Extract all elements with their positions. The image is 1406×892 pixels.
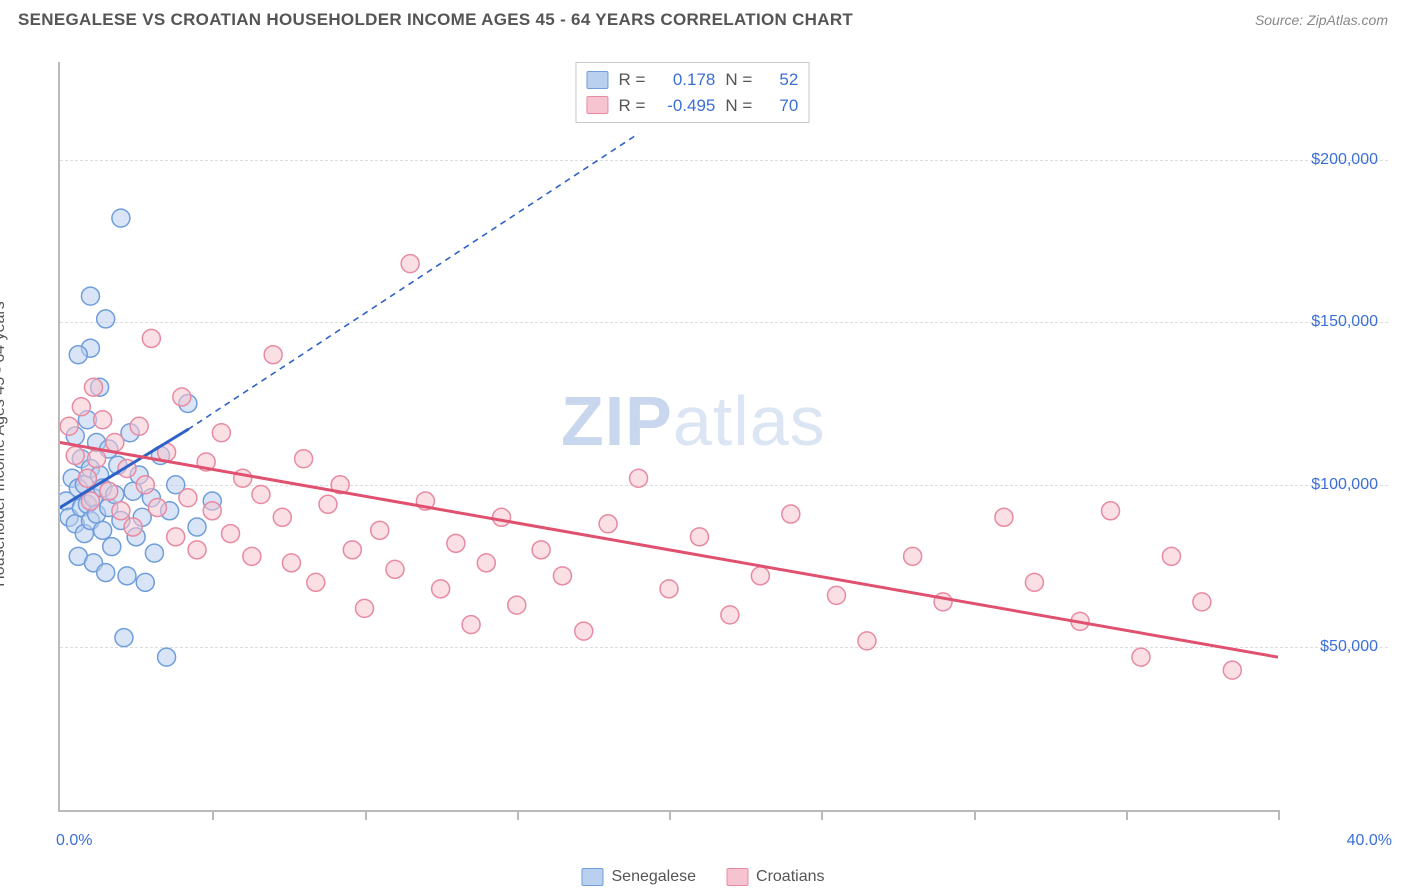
stats-legend: R = 0.178 N = 52 R = -0.495 N = 70	[575, 62, 809, 123]
source-name: ZipAtlas.com	[1307, 12, 1388, 28]
n-label: N =	[725, 93, 752, 119]
stats-row: R = 0.178 N = 52	[586, 67, 798, 93]
x-tick	[517, 810, 519, 820]
legend-swatch	[582, 868, 604, 886]
plot-region: ZIPatlas R =0.178N =52R =-0.495N =70 0.0…	[58, 62, 1278, 812]
x-axis-min-label: 0.0%	[56, 832, 92, 850]
r-value: 0.178	[655, 67, 715, 93]
legend-swatch	[586, 71, 608, 89]
n-value: 70	[762, 93, 798, 119]
legend-item: Senegalese	[582, 868, 697, 886]
legend-swatch	[586, 96, 608, 114]
n-value: 52	[762, 67, 798, 93]
x-tick	[1126, 810, 1128, 820]
source-prefix: Source:	[1255, 12, 1307, 28]
x-tick	[212, 810, 214, 820]
chart-header: SENEGALESE VS CROATIAN HOUSEHOLDER INCOM…	[0, 0, 1406, 36]
x-tick	[669, 810, 671, 820]
series-legend: Senegalese Croatians	[582, 868, 825, 886]
y-tick-label: $100,000	[1288, 476, 1378, 494]
x-tick	[974, 810, 976, 820]
x-tick	[1278, 810, 1280, 820]
chart-title: SENEGALESE VS CROATIAN HOUSEHOLDER INCOM…	[18, 10, 853, 30]
stats-row: R = -0.495 N = 70	[586, 93, 798, 119]
n-label: N =	[725, 67, 752, 93]
chart-area: Householder Income Ages 45 - 64 years ZI…	[18, 46, 1388, 842]
r-label: R =	[618, 67, 645, 93]
legend-label: Senegalese	[612, 868, 697, 886]
r-value: -0.495	[655, 93, 715, 119]
y-axis-label: Householder Income Ages 45 - 64 years	[0, 301, 9, 587]
r-label: R =	[618, 93, 645, 119]
chart-source: Source: ZipAtlas.com	[1255, 12, 1388, 28]
y-tick-label: $200,000	[1288, 151, 1378, 169]
legend-label: Croatians	[756, 868, 824, 886]
scatter-svg	[60, 62, 1278, 810]
y-tick-label: $150,000	[1288, 313, 1378, 331]
legend-swatch	[726, 868, 748, 886]
y-tick-label: $50,000	[1288, 638, 1378, 656]
x-tick	[365, 810, 367, 820]
x-tick	[821, 810, 823, 820]
x-axis-max-label: 40.0%	[1347, 832, 1392, 850]
legend-item: Croatians	[726, 868, 824, 886]
